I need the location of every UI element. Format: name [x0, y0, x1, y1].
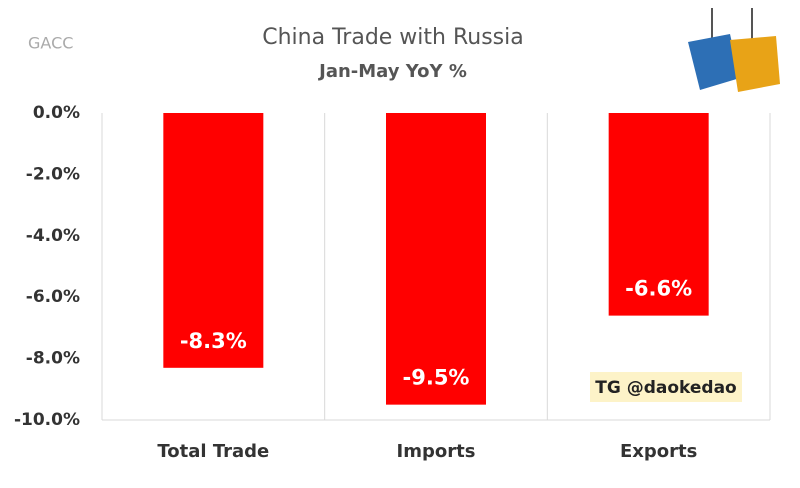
watermark: TG @daokedao — [595, 378, 737, 398]
bar — [163, 113, 264, 368]
watermark-box — [590, 372, 742, 402]
y-tick-label: -8.0% — [26, 349, 80, 369]
x-tick-label: Imports — [397, 441, 476, 462]
x-tick-label: Exports — [620, 441, 697, 462]
chart-subtitle: Jan-May YoY % — [317, 61, 467, 82]
bar — [608, 113, 709, 316]
data-label: -6.6% — [625, 277, 692, 301]
y-tick-label: -10.0% — [14, 410, 80, 430]
y-tick-label: -6.0% — [26, 287, 80, 307]
data-label: -9.5% — [403, 366, 470, 390]
y-tick-label: 0.0% — [33, 103, 80, 123]
logo — [688, 8, 780, 92]
source: GACC — [28, 34, 73, 53]
chart-title: China Trade with Russia — [262, 25, 524, 50]
y-tick-label: -2.0% — [26, 164, 80, 184]
x-tick-label: Total Trade — [157, 441, 269, 462]
bar — [386, 113, 486, 405]
y-tick-label: -4.0% — [26, 226, 80, 246]
data-label: -8.3% — [180, 329, 247, 353]
